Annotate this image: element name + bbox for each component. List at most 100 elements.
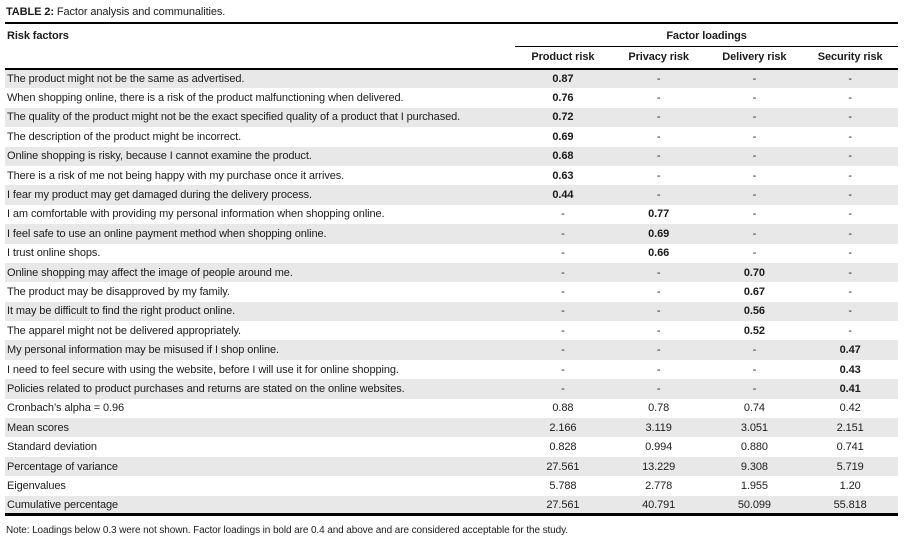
cell-value: - — [561, 305, 565, 318]
cell-value: 2.778 — [645, 479, 673, 492]
cell-value: - — [561, 266, 565, 279]
cell-value: - — [561, 344, 565, 357]
cell-value: 9.308 — [740, 460, 768, 473]
table-row: The apparel might not be delivered appro… — [5, 321, 898, 340]
row-label: The product might not be the same as adv… — [7, 73, 245, 86]
table-row: Eigenvalues 5.788 2.778 1.955 1.20 — [5, 476, 898, 495]
table-row: Policies related to product purchases an… — [5, 379, 899, 399]
cell-value: - — [752, 227, 757, 240]
table-row: I need to feel secure with using the web… — [5, 360, 898, 379]
cell-value: - — [848, 227, 852, 240]
row-label: The product may be disapproved by my fam… — [7, 285, 230, 298]
row-label: Policies related to product purchases an… — [7, 382, 405, 395]
row-label: It may be difficult to find the right pr… — [7, 305, 236, 318]
cell-value: - — [656, 111, 661, 124]
cell-value: 0.77 — [648, 208, 670, 221]
cell-value: - — [848, 189, 852, 202]
cell-value: 0.68 — [552, 150, 574, 163]
cell-value: 0.880 — [740, 441, 768, 454]
cell-value: - — [656, 189, 661, 202]
cell-value: 0.78 — [648, 402, 670, 415]
cell-value: 0.52 — [743, 324, 765, 337]
cell-value: 0.67 — [743, 285, 765, 298]
column-header-privacy-risk: Privacy risk — [628, 51, 689, 63]
cell-value: 13.229 — [642, 460, 676, 473]
cell-value: - — [561, 208, 565, 221]
cell-value: 0.74 — [743, 402, 765, 415]
row-label: There is a risk of me not being happy wi… — [7, 169, 345, 182]
cell-value: 0.42 — [839, 402, 861, 415]
row-label: The quality of the product might not be … — [7, 111, 461, 124]
cell-value: - — [752, 73, 757, 86]
cell-value: - — [848, 266, 852, 279]
cell-value: 0.70 — [743, 266, 765, 279]
row-label: Cronbach’s alpha = 0.96 — [7, 402, 125, 415]
cell-value: - — [656, 130, 661, 143]
cell-value: 55.818 — [833, 498, 867, 511]
row-label: I trust online shops. — [7, 247, 101, 260]
cell-value: 5.788 — [549, 479, 577, 492]
table-row: Percentage of variance 27.561 13.229 9.308 5… — [5, 456, 899, 477]
cell-value: - — [656, 73, 661, 86]
row-label: The description of the product might be … — [7, 130, 242, 143]
cell-value: - — [848, 305, 852, 318]
row-label: Online shopping is risky, because I cann… — [7, 150, 312, 163]
table-title: TABLE 2: Factor analysis and communaliti… — [5, 4, 898, 24]
table-row: My personal information may be misused i… — [5, 340, 899, 360]
cell-value: - — [656, 363, 661, 376]
cell-value: - — [656, 305, 661, 318]
column-header-delivery-risk: Delivery risk — [722, 51, 787, 63]
table-row: There is a risk of me not being happy wi… — [5, 166, 898, 185]
cell-value: 0.69 — [552, 130, 574, 143]
row-label: My personal information may be misused i… — [7, 344, 279, 357]
table-row: I fear my product may get damaged during… — [5, 185, 899, 205]
cell-value: 27.561 — [546, 498, 580, 511]
cell-value: 0.72 — [552, 111, 574, 124]
cell-value: - — [656, 92, 661, 105]
cell-value: 2.151 — [836, 421, 864, 434]
cell-value: - — [561, 227, 565, 240]
cell-value: 0.66 — [648, 247, 670, 260]
table-row: I am comfortable with providing my perso… — [5, 205, 898, 224]
cell-value: 0.43 — [839, 363, 861, 376]
table-row: Cumulative percentage 27.561 40.791 50.099 5… — [5, 495, 899, 515]
cell-value: 0.41 — [839, 382, 861, 395]
row-label: I am comfortable with providing my perso… — [7, 208, 385, 221]
cell-value: 40.791 — [642, 498, 676, 511]
cell-value: 27.561 — [546, 460, 580, 473]
cell-value: - — [561, 247, 565, 260]
cell-value: - — [848, 324, 852, 337]
table-row: When shopping online, there is a risk of… — [5, 88, 898, 107]
cell-value: - — [656, 285, 661, 298]
cell-value: 0.56 — [743, 305, 765, 318]
cell-value: - — [848, 111, 852, 124]
cell-value: 0.76 — [552, 92, 574, 105]
table-body: The product might not be the same as adv… — [5, 69, 899, 515]
cell-value: - — [752, 247, 757, 260]
row-label: Mean scores — [7, 421, 69, 434]
table-row: The product may be disapproved by my fam… — [5, 282, 898, 301]
cell-value: - — [848, 92, 852, 105]
row-label: Percentage of variance — [7, 460, 118, 473]
row-label: I need to feel secure with using the web… — [7, 363, 399, 376]
cell-value: - — [752, 169, 757, 182]
cell-value: - — [848, 247, 852, 260]
cell-value: - — [656, 382, 661, 395]
header-row-spanner: Risk factors Factor loadings — [5, 24, 899, 47]
cell-value: 3.119 — [645, 421, 672, 434]
row-label: Eigenvalues — [7, 479, 66, 492]
cell-value: 0.828 — [549, 441, 577, 454]
cell-value: - — [752, 382, 757, 395]
cell-value: - — [561, 324, 565, 337]
table-row: Mean scores 2.166 3.119 3.051 2.151 — [5, 418, 899, 438]
cell-value: - — [752, 130, 757, 143]
cell-value: 3.051 — [740, 421, 768, 434]
table-row: I feel safe to use an online payment met… — [5, 224, 899, 244]
cell-value: - — [848, 208, 852, 221]
table-row: The product might not be the same as adv… — [5, 69, 899, 89]
cell-value: 5.719 — [836, 460, 864, 473]
table-row: The description of the product might be … — [5, 127, 898, 146]
factor-analysis-table: Risk factors Factor loadings Product ris… — [5, 24, 899, 517]
cell-value: - — [561, 285, 565, 298]
